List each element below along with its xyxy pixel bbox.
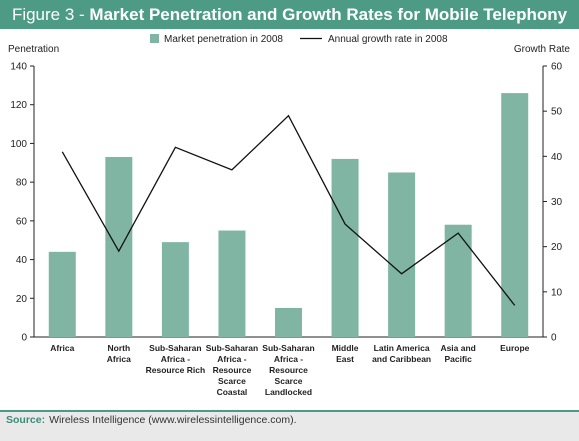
legend: Market penetration in 2008 Annual growth… <box>150 34 448 45</box>
left-tick-label: 120 <box>10 100 27 111</box>
category-label: Sub-Saharan Africa -Resource Scarce Coastal <box>206 343 258 397</box>
source-label: Source: <box>6 414 46 426</box>
growth-rate-line <box>61 114 516 306</box>
right-tick-label: 50 <box>551 107 563 118</box>
title-separator: - <box>74 5 90 24</box>
right-tick-label: 10 <box>551 287 563 298</box>
bar <box>501 93 529 337</box>
figure-title: Figure 3 - Market Penetration and Growth… <box>0 0 579 29</box>
right-tick-label: 60 <box>551 62 563 73</box>
bar <box>388 172 416 337</box>
bar <box>275 307 302 337</box>
right-axis-ticks: 0 10 20 30 40 50 60 <box>543 62 563 344</box>
left-axis-ticks: 0 20 40 60 80 100 120 140 <box>10 62 34 344</box>
line-series <box>61 114 516 306</box>
bar <box>48 251 76 337</box>
left-tick-label: 140 <box>10 62 27 73</box>
category-label: Europe <box>500 343 530 353</box>
right-tick-label: 20 <box>551 242 563 253</box>
bar <box>444 224 472 337</box>
category-label: Asia and Pacific <box>440 343 475 364</box>
bar <box>105 156 133 337</box>
left-tick-label: 0 <box>21 333 27 344</box>
category-label: Sub-Saharan Africa -Resource Rich <box>146 343 206 375</box>
category-labels: Africa North Africa Sub-Saharan Africa -Reso… <box>50 343 529 397</box>
y2-axis-title: Growth Rate <box>514 44 571 55</box>
left-tick-label: 80 <box>16 178 28 189</box>
left-tick-label: 100 <box>10 139 27 150</box>
bar <box>331 158 359 337</box>
left-tick-label: 40 <box>16 255 28 266</box>
legend-line-label: Annual growth rate in 2008 <box>328 34 448 45</box>
category-label: North Africa <box>107 343 131 364</box>
legend-bar-label: Market penetration in 2008 <box>164 34 283 45</box>
source-note: Source: Wireless Intelligence (www.wirele… <box>6 414 297 426</box>
right-tick-label: 30 <box>551 197 563 208</box>
bar-series <box>48 93 529 337</box>
chart-svg: Market penetration in 2008 Annual growth… <box>8 34 571 397</box>
source-text: Wireless Intelligence (www.wirelessintel… <box>49 414 297 426</box>
chart-title: Market Penetration and Growth Rates for … <box>89 5 568 24</box>
right-tick-label: 0 <box>551 333 557 344</box>
footer-divider <box>0 410 579 412</box>
category-label: Middle East <box>332 343 359 364</box>
category-label: Africa <box>50 343 74 353</box>
legend-bar-swatch <box>150 34 159 43</box>
figure-label: Figure 3 <box>11 5 75 24</box>
right-tick-label: 40 <box>551 152 563 163</box>
category-label: Latin America and Caribbean <box>372 343 431 364</box>
category-label: Sub-Saharan Africa -Resource Scarce Landloc… <box>262 343 314 397</box>
left-tick-label: 20 <box>16 294 28 305</box>
left-tick-label: 60 <box>16 216 28 227</box>
bar <box>161 242 189 337</box>
bar <box>218 230 246 337</box>
y-axis-title: Penetration <box>8 44 59 55</box>
chart-area: Market penetration in 2008 Annual growth… <box>0 29 579 410</box>
